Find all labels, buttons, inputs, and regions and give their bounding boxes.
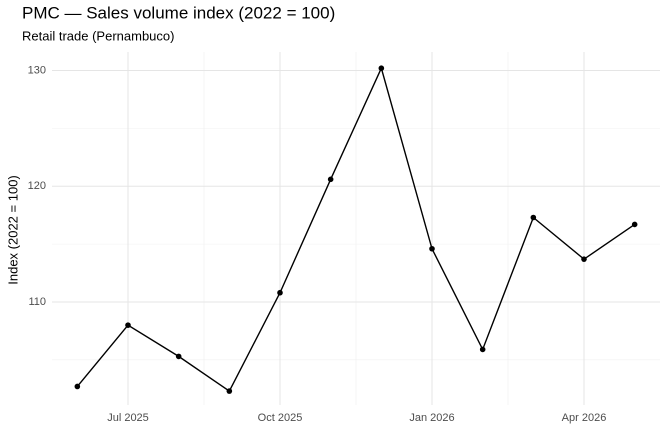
- chart-subtitle: Retail trade (Pernambuco): [22, 28, 174, 43]
- point: [378, 65, 385, 72]
- point: [327, 176, 334, 183]
- x-tick-label: Oct 2025: [258, 412, 303, 424]
- point: [581, 256, 587, 262]
- point: [479, 346, 486, 353]
- point: [277, 289, 283, 296]
- point: [429, 245, 435, 252]
- point: [125, 322, 131, 328]
- y-tick-label: 110: [28, 296, 46, 308]
- point: [175, 353, 182, 360]
- point: [226, 388, 233, 394]
- y-axis-label: Index (2022 = 100): [5, 175, 20, 285]
- line: [76, 66, 636, 393]
- point: [74, 383, 81, 390]
- y-tick-label: 120: [28, 180, 46, 192]
- point: [631, 221, 638, 228]
- x-tick-label: Jul 2025: [107, 412, 149, 424]
- chart-title: PMC — Sales volume index (2022 = 100): [22, 3, 335, 22]
- y-tick-label: 130: [28, 64, 46, 76]
- x-tick-label: Jan 2026: [409, 412, 454, 424]
- point: [530, 214, 537, 221]
- x-tick-label: Apr 2026: [562, 412, 607, 424]
